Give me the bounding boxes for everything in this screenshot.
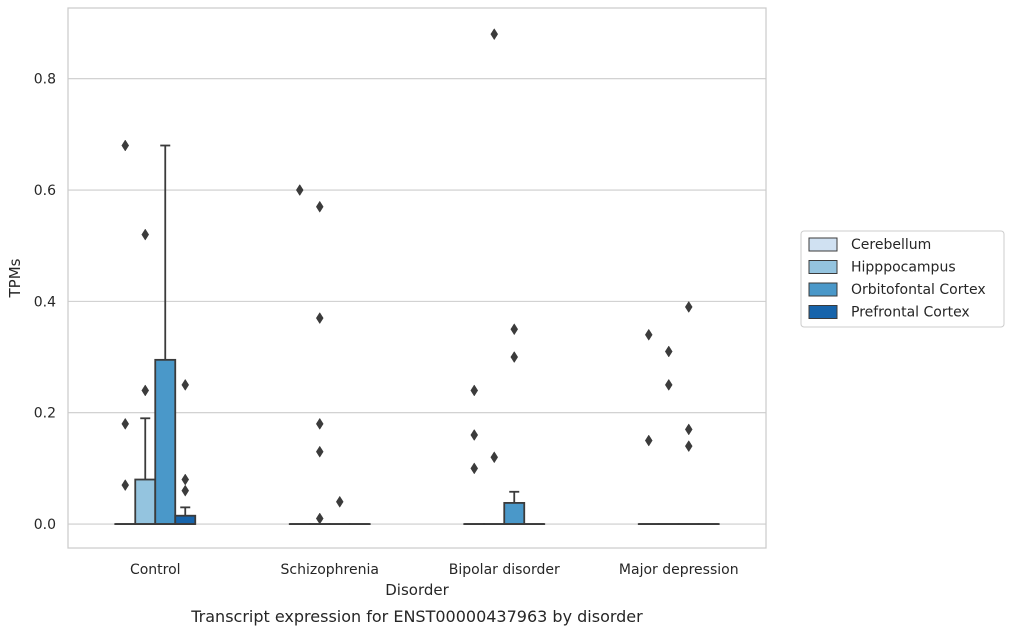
x-tick-label: Bipolar disorder	[449, 562, 560, 578]
y-axis-ticks: 0.0 0.2 0.4 0.6 0.8	[34, 72, 56, 533]
chart-caption: Transcript expression for ENST0000043796…	[190, 607, 643, 626]
legend-label: Prefrontal Cortex	[851, 305, 970, 321]
box-body	[154, 358, 177, 525]
legend-label: Hipppocampus	[851, 260, 956, 276]
box-body	[134, 478, 157, 525]
box-series	[114, 144, 720, 525]
legend-swatch	[808, 260, 838, 274]
y-tick-label: 0.0	[34, 517, 56, 533]
outlier-point	[315, 417, 324, 430]
outlier-markers	[121, 28, 693, 525]
y-tick-label: 0.8	[34, 72, 56, 88]
legend-swatch	[808, 237, 838, 252]
outlier-point	[181, 484, 190, 497]
box-body	[174, 514, 197, 525]
outlier-point	[141, 384, 150, 397]
outlier-point	[644, 434, 653, 447]
legend-label: Cerebellum	[851, 237, 931, 253]
box	[503, 490, 526, 525]
y-tick-label: 0.4	[34, 294, 56, 310]
outlier-point	[315, 445, 324, 458]
outlier-point	[181, 378, 190, 391]
outlier-point	[141, 228, 150, 241]
x-axis-ticks: Control Schizophrenia Bipolar disorder Majo…	[130, 562, 739, 578]
legend-frame	[800, 230, 1005, 328]
outlier-point	[684, 423, 693, 436]
outlier-point	[510, 351, 519, 364]
outlier-point	[315, 312, 324, 325]
outlier-point	[315, 200, 324, 213]
outlier-point	[490, 451, 499, 464]
y-tick-label: 0.6	[34, 183, 56, 199]
outlier-point	[315, 512, 324, 525]
box-body	[503, 502, 526, 525]
outlier-point	[664, 345, 673, 358]
outlier-point	[664, 378, 673, 391]
box	[174, 506, 197, 525]
outlier-point	[644, 328, 653, 341]
legend-label: Orbitofontal Cortex	[851, 282, 986, 298]
box	[154, 144, 177, 525]
y-tick-label: 0.2	[34, 406, 56, 422]
plot-area	[67, 7, 767, 549]
outlier-point	[121, 417, 130, 430]
x-tick-label: Schizophrenia	[281, 562, 379, 578]
x-tick-label: Major depression	[619, 562, 739, 578]
x-axis-title: Disorder	[385, 581, 449, 599]
x-tick-label: Control	[130, 562, 181, 578]
outlier-point	[470, 384, 479, 397]
outlier-point	[121, 139, 130, 152]
legend: Cerebellum Hipppocampus Orbitofontal Corte…	[800, 230, 1005, 328]
outlier-point	[490, 28, 499, 41]
outlier-point	[684, 440, 693, 453]
legend-swatch	[808, 305, 838, 319]
outlier-point	[121, 479, 130, 492]
legend-swatch	[808, 282, 838, 297]
outlier-point	[295, 184, 304, 197]
outlier-point	[470, 429, 479, 441]
outlier-point	[510, 323, 519, 336]
y-axis-title: TPMs	[6, 258, 24, 298]
outlier-point	[684, 300, 693, 313]
outlier-point	[470, 462, 479, 475]
outlier-point	[335, 495, 344, 508]
